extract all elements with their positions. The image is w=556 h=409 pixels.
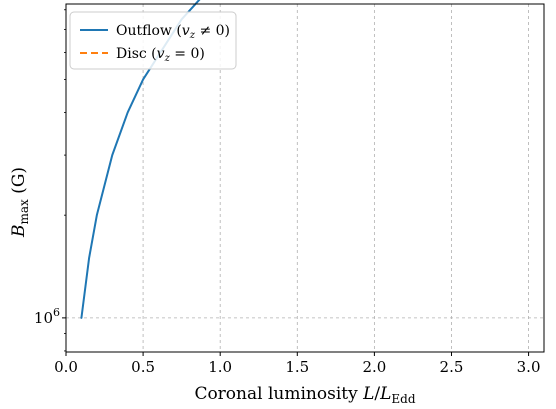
legend-disc-rel: = 0) [170, 46, 205, 62]
grid-lines [66, 4, 544, 352]
legend: Outflow (vz ≠ 0) Disc (vz = 0) [69, 11, 237, 70]
y-tick-label-base: 10 [34, 309, 53, 327]
y-tick-labels: 106107108 [34, 306, 60, 327]
y-axis-label-sub: max [17, 199, 31, 225]
legend-outflow-main: Outflow ( [116, 23, 182, 39]
x-tick-label: 0.0 [54, 358, 78, 376]
legend-outflow-v: v [182, 23, 190, 39]
x-tick-label: 0.5 [131, 358, 155, 376]
y-tick-label: 106 [34, 306, 60, 327]
x-axis-label-main: Coronal luminosity [194, 384, 363, 404]
legend-disc-main: Disc ( [116, 46, 157, 62]
y-tick-label-exponent: 6 [53, 306, 60, 319]
x-tick-label: 2.0 [362, 358, 386, 376]
plot-frame [65, 3, 545, 353]
legend-label-outflow: Outflow (vz ≠ 0) [116, 23, 230, 41]
y-axis-label: Bmax (G) [9, 167, 31, 238]
x-axis-label: Coronal luminosity L/LEdd [194, 384, 415, 406]
legend-label-disc: Disc (vz = 0) [116, 46, 205, 64]
legend-outflow-sub: z [189, 30, 196, 41]
x-tick-label: 2.5 [440, 358, 464, 376]
x-axis-label-L: L [362, 384, 374, 404]
x-axis-label-L2: L [379, 384, 391, 404]
x-tick-label: 1.0 [208, 358, 232, 376]
x-tick-labels: 0.0 0.5 1.0 1.5 2.0 2.5 3.0 [54, 358, 540, 376]
legend-disc-sub: z [164, 53, 171, 64]
x-axis-label-sub: Edd [391, 392, 415, 406]
legend-box [69, 11, 237, 70]
x-tick-label: 3.0 [517, 358, 541, 376]
x-axis-label-slash: / [374, 384, 380, 404]
y-axis-label-B: B [9, 225, 29, 239]
legend-disc-v: v [157, 46, 165, 62]
y-axis-label-unit: (G) [9, 167, 29, 199]
legend-outflow-rel: ≠ 0) [195, 23, 230, 39]
x-tick-label: 1.5 [285, 358, 309, 376]
axis-ticks [62, 9, 530, 356]
